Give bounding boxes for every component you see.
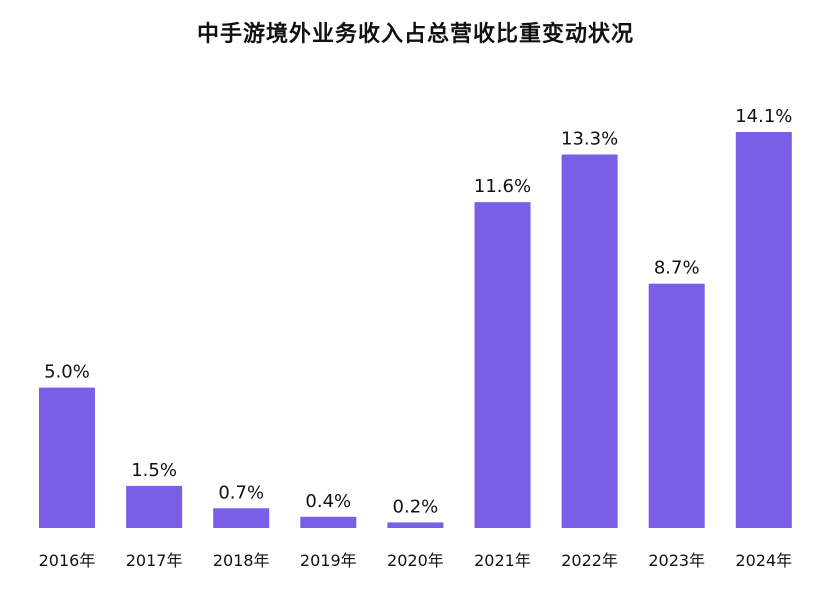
category-label-2020年: 2020年: [387, 551, 444, 570]
bar-2020年: [387, 522, 444, 528]
category-label-2016年: 2016年: [39, 551, 96, 570]
category-label-2017年: 2017年: [126, 551, 183, 570]
value-label-2017年: 1.5%: [131, 460, 177, 481]
category-label-2024年: 2024年: [735, 551, 792, 570]
bar-2024年: [735, 132, 792, 528]
value-label-2024年: 14.1%: [735, 106, 792, 127]
bar-2019年: [300, 516, 357, 528]
bar-2022年: [561, 154, 618, 528]
category-label-2019年: 2019年: [300, 551, 357, 570]
chart-title: 中手游境外业务收入占总营收比重变动状况: [196, 22, 634, 47]
value-label-2019年: 0.4%: [305, 491, 351, 512]
category-label-2022年: 2022年: [561, 551, 618, 570]
bar-2023年: [648, 283, 705, 528]
category-label-2021年: 2021年: [474, 551, 531, 570]
value-label-2023年: 8.7%: [654, 258, 700, 279]
value-label-2021年: 11.6%: [474, 176, 531, 197]
bar-2021年: [474, 202, 531, 528]
bar-2017年: [126, 485, 183, 528]
bar-2016年: [39, 387, 95, 528]
value-label-2016年: 5.0%: [44, 362, 90, 383]
category-label-2018年: 2018年: [213, 551, 270, 570]
bar-2018年: [213, 508, 270, 528]
category-label-2023年: 2023年: [648, 551, 705, 570]
value-label-2018年: 0.7%: [218, 482, 264, 503]
value-label-2022年: 13.3%: [561, 129, 618, 150]
value-label-2020年: 0.2%: [393, 496, 439, 517]
